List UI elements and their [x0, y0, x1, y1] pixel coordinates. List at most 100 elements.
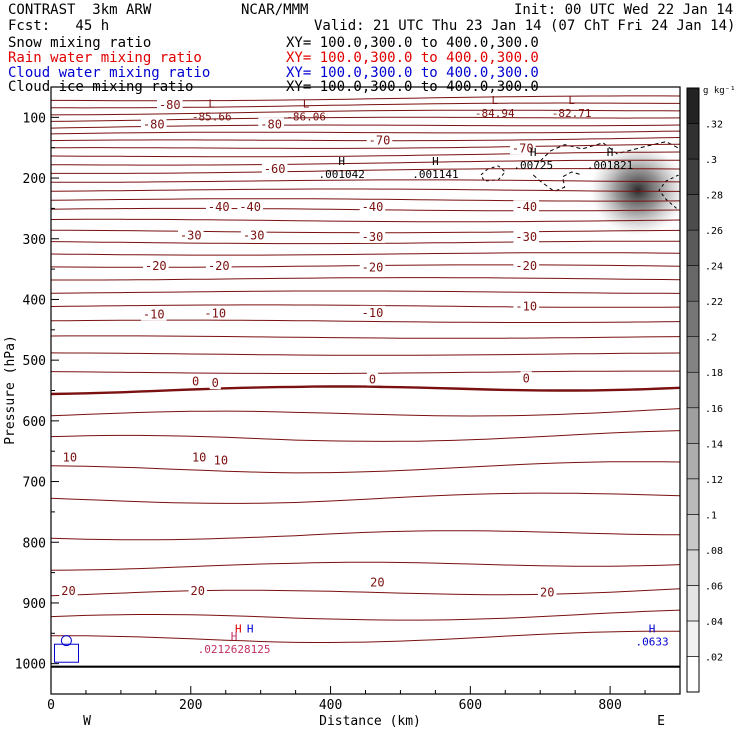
isotherm-line	[51, 630, 680, 643]
field-rain-name: Rain water mixing ratio	[8, 50, 202, 66]
x-tick-label: 200	[179, 698, 202, 713]
isotherm-label: -80	[260, 118, 282, 132]
colorbar-segment	[686, 549, 700, 586]
isotherm-label: -30	[243, 229, 265, 243]
colorbar-segment	[686, 300, 700, 338]
isotherm-label-bg	[140, 307, 167, 321]
header-valid: Valid: 21 UTC Thu 23 Jan 14 (07 ChT Fri …	[314, 18, 736, 34]
isotherm-label-bg	[359, 305, 386, 319]
extremum-marker-l: L	[303, 97, 310, 110]
header-init: Init: 00 UTC Wed 22 Jan 14	[514, 2, 734, 18]
y-tick-label: 800	[23, 536, 46, 551]
colorbar-segment	[686, 442, 700, 480]
colorbar-tick-label: .28	[705, 191, 723, 202]
cloud-ice-contour-east	[658, 174, 679, 209]
colorbar-segment	[686, 371, 700, 409]
cloud-water-box	[53, 643, 79, 663]
isotherm-label: 10	[192, 450, 206, 464]
colorbar-tick-label: .2	[705, 333, 717, 344]
y-tick-label: 100	[23, 111, 46, 126]
colorbar-segment	[686, 620, 700, 657]
isotherm-label: 10	[214, 453, 228, 467]
extremum-value: .001141	[412, 168, 458, 181]
isotherm-label-bg	[359, 260, 386, 274]
isotherm-label: -40	[208, 200, 230, 214]
isotherm-label-bg	[143, 259, 169, 273]
isotherm-label: -80	[143, 118, 165, 132]
isotherm-label: 20	[191, 584, 205, 598]
isotherm-label: -40	[239, 200, 261, 214]
isotherm-line	[51, 252, 680, 256]
colorbar-segment	[686, 585, 700, 622]
x-tick-label: 600	[459, 698, 482, 713]
isotherm-label: -20	[145, 259, 167, 273]
isotherm-line	[51, 385, 680, 396]
colorbar-tick-label: .02	[705, 652, 723, 663]
extremum-marker-h: H	[235, 622, 242, 635]
extremum-marker-h: H	[231, 630, 238, 643]
isotherm-label: -10	[362, 306, 384, 320]
extremum-marker-h: H	[649, 622, 656, 635]
cloud-water-contour	[60, 635, 72, 647]
isotherm-label: -80	[159, 98, 181, 112]
isotherm-label: -70	[512, 141, 534, 155]
isotherm-line	[51, 290, 680, 294]
colorbar-segment	[686, 656, 700, 693]
snow-contour-small	[480, 165, 506, 182]
colorbar-segment	[686, 229, 700, 266]
isotherm-line	[51, 408, 680, 417]
isotherm-label: 10	[63, 450, 77, 464]
extremum-value: -85.66	[192, 110, 232, 123]
isotherm-label-bg	[188, 583, 207, 597]
y-tick-label: 300	[23, 233, 46, 248]
isotherm-label: 0	[369, 373, 376, 387]
y-tick-label: 600	[23, 415, 46, 430]
isotherm-label: -20	[208, 259, 230, 273]
isotherm-line	[51, 130, 680, 135]
extremum-marker-h: H	[530, 146, 537, 159]
y-tick-label: 1000	[15, 658, 46, 673]
isotherm-line	[51, 370, 680, 374]
extremum-value: -86.06	[286, 110, 326, 123]
y-tick-label: 500	[23, 354, 46, 369]
isotherm-line	[51, 588, 680, 597]
colorbar-segment	[686, 478, 700, 515]
colorbar-segment	[686, 407, 700, 444]
colorbar-frame	[686, 87, 700, 693]
isotherm-line	[51, 95, 680, 102]
colorbar-tick-label: .26	[705, 226, 723, 237]
isotherm-label: 20	[540, 586, 554, 600]
mixing-ratio-shading	[590, 145, 680, 236]
isotherm-label: -30	[180, 229, 202, 243]
x-tick-label: 400	[319, 698, 342, 713]
isotherm-label-bg	[140, 117, 167, 131]
isotherm-line	[51, 304, 680, 308]
isotherm-label-bg	[520, 371, 532, 385]
field-rain-xy: XY= 100.0,300.0 to 400.0,300.0	[286, 50, 539, 66]
isotherm-line	[51, 198, 680, 202]
isotherm-line	[51, 609, 680, 621]
x-tick-label: 800	[598, 698, 621, 713]
isotherm-label: -40	[515, 200, 537, 214]
isotherm-label-bg	[205, 259, 232, 273]
extremum-value: .001821	[587, 159, 633, 172]
colorbar-tick-label: .06	[705, 581, 723, 592]
isotherm-line	[51, 492, 680, 504]
colorbar-tick-label: .08	[705, 546, 723, 557]
isotherm-line	[51, 218, 680, 223]
extremum-value: -84.94	[475, 107, 515, 120]
isotherm-label-bg	[538, 585, 557, 599]
isotherm-label-bg	[211, 453, 231, 467]
colorbar-segment	[686, 265, 700, 302]
extremum-marker-l: L	[568, 94, 575, 107]
isotherm-label-bg	[157, 98, 183, 112]
isotherm-label-bg	[359, 200, 386, 214]
header-center: NCAR/MMM	[241, 2, 309, 18]
colorbar-tick-label: .12	[705, 475, 723, 486]
isotherm-label-bg	[261, 161, 288, 175]
isotherm-label-bg	[359, 229, 386, 243]
colorbar-segment	[686, 123, 700, 160]
isotherm-label: 0	[192, 374, 199, 388]
colorbar-segment	[686, 194, 700, 231]
